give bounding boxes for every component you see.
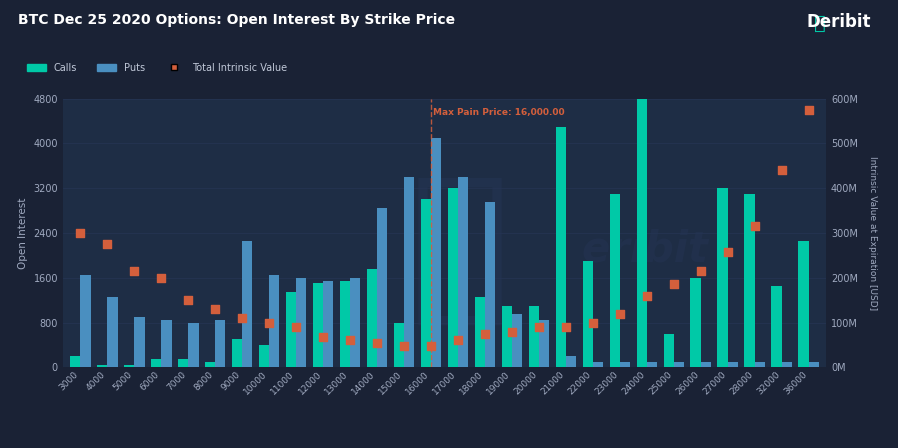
Bar xyxy=(421,199,431,367)
Bar xyxy=(431,138,441,367)
Bar xyxy=(151,359,162,367)
Bar xyxy=(108,297,118,367)
Bar xyxy=(377,208,387,367)
Total Intrinsic Value xyxy=(397,342,411,349)
Total Intrinsic Value xyxy=(289,323,304,331)
Y-axis label: Open Interest: Open Interest xyxy=(18,197,28,269)
Total Intrinsic Value xyxy=(181,297,196,304)
Text: Deribit: Deribit xyxy=(806,13,871,31)
Total Intrinsic Value xyxy=(532,323,546,331)
Bar xyxy=(620,362,630,367)
Total Intrinsic Value xyxy=(101,241,115,248)
Bar xyxy=(323,280,333,367)
Text: Max Pain Price: 16,000.00: Max Pain Price: 16,000.00 xyxy=(433,108,565,117)
Bar xyxy=(583,261,593,367)
Bar xyxy=(556,126,566,367)
Bar xyxy=(178,359,189,367)
Bar xyxy=(350,278,360,367)
Bar xyxy=(162,320,172,367)
Bar xyxy=(313,284,323,367)
Text: BTC Dec 25 2020 Options: Open Interest By Strike Price: BTC Dec 25 2020 Options: Open Interest B… xyxy=(18,13,455,27)
Total Intrinsic Value xyxy=(747,223,762,230)
Bar xyxy=(593,362,603,367)
Total Intrinsic Value xyxy=(451,336,465,343)
Bar xyxy=(475,297,485,367)
Bar xyxy=(744,194,754,367)
Bar xyxy=(216,320,225,367)
Bar xyxy=(97,365,108,367)
Total Intrinsic Value xyxy=(559,323,573,331)
Bar xyxy=(610,194,620,367)
Total Intrinsic Value xyxy=(478,330,492,337)
Bar xyxy=(798,241,808,367)
Bar xyxy=(664,334,674,367)
Bar xyxy=(135,317,145,367)
Total Intrinsic Value xyxy=(585,319,600,326)
Total Intrinsic Value xyxy=(612,310,627,317)
Total Intrinsic Value xyxy=(693,267,708,275)
Bar xyxy=(232,340,242,367)
Bar xyxy=(637,93,647,367)
Legend: Calls, Puts, Total Intrinsic Value: Calls, Puts, Total Intrinsic Value xyxy=(22,59,291,77)
Bar xyxy=(269,275,279,367)
Total Intrinsic Value xyxy=(208,306,223,313)
Bar xyxy=(754,362,765,367)
Total Intrinsic Value xyxy=(262,319,277,326)
Bar xyxy=(339,280,350,367)
Text: eribit: eribit xyxy=(582,228,709,270)
Text: ₿: ₿ xyxy=(409,168,510,331)
Bar xyxy=(124,365,135,367)
Total Intrinsic Value xyxy=(424,342,438,349)
Bar xyxy=(566,356,577,367)
Total Intrinsic Value xyxy=(74,229,88,237)
Text: ₿: ₿ xyxy=(814,13,826,32)
Bar xyxy=(458,177,468,367)
Total Intrinsic Value xyxy=(639,292,654,299)
Total Intrinsic Value xyxy=(316,333,330,340)
Total Intrinsic Value xyxy=(343,337,357,344)
Total Intrinsic Value xyxy=(666,281,681,288)
Bar xyxy=(691,278,700,367)
Total Intrinsic Value xyxy=(235,314,250,322)
Bar xyxy=(448,188,458,367)
Bar xyxy=(647,362,657,367)
Bar xyxy=(70,356,81,367)
Total Intrinsic Value xyxy=(370,339,384,346)
Bar xyxy=(366,269,377,367)
Bar xyxy=(808,362,819,367)
Bar xyxy=(674,362,684,367)
Bar xyxy=(781,362,792,367)
Bar xyxy=(771,286,781,367)
Bar xyxy=(296,278,306,367)
Bar xyxy=(727,362,738,367)
Bar xyxy=(286,292,296,367)
Total Intrinsic Value xyxy=(505,328,519,335)
Bar xyxy=(485,202,495,367)
Bar xyxy=(404,177,414,367)
Total Intrinsic Value xyxy=(128,267,142,275)
Total Intrinsic Value xyxy=(720,248,735,255)
Bar xyxy=(718,188,727,367)
Total Intrinsic Value xyxy=(154,274,169,281)
Bar xyxy=(189,323,198,367)
Bar xyxy=(529,306,539,367)
Bar xyxy=(539,320,550,367)
Total Intrinsic Value xyxy=(801,106,815,113)
Bar xyxy=(81,275,91,367)
Bar xyxy=(394,323,404,367)
Bar xyxy=(512,314,523,367)
Bar xyxy=(700,362,711,367)
Bar xyxy=(502,306,512,367)
Bar xyxy=(205,362,216,367)
Bar xyxy=(242,241,252,367)
Total Intrinsic Value xyxy=(774,167,788,174)
Bar xyxy=(259,345,269,367)
Y-axis label: Intrinsic Value at Expiration [USD]: Intrinsic Value at Expiration [USD] xyxy=(868,156,877,310)
